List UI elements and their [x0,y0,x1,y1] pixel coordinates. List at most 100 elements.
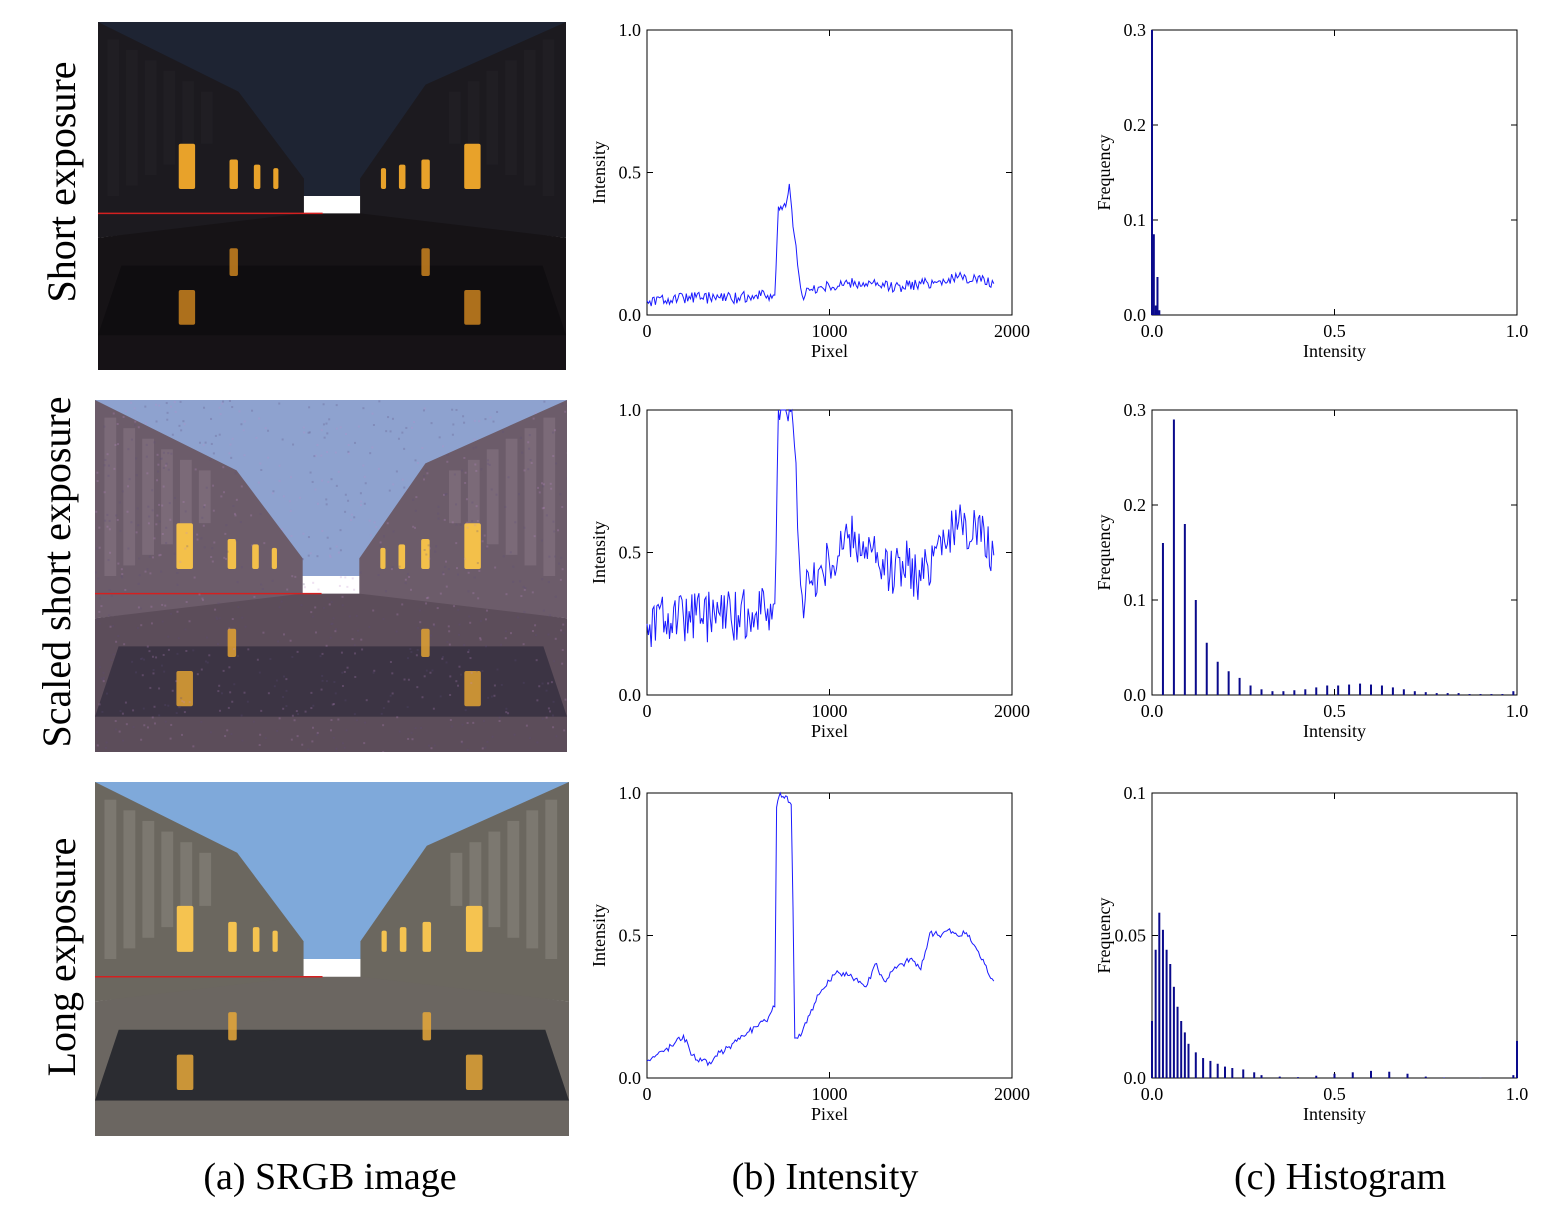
histogram-bar [1490,694,1493,695]
photo-long-exposure [95,782,569,1136]
plot-frame [646,29,1013,316]
histogram-bar [1413,691,1416,695]
histogram-bar [1158,912,1161,1078]
histogram-bar [1333,1073,1336,1078]
histogram-bar [1187,1043,1190,1078]
histogram-bar [1249,685,1252,695]
y-axis-label: Intensity [589,904,609,967]
histogram-bar [1402,689,1405,695]
histogram-bar [1359,683,1362,695]
photo-scaled-short-exposure [95,400,567,752]
histogram-bar [1205,642,1208,695]
histogram-bar [1161,929,1164,1078]
x-tick-label: 0.0 [1141,1084,1164,1104]
histogram-bar [1260,1075,1263,1078]
histogram-bar [1253,1072,1256,1078]
histogram-bar [1304,689,1307,695]
x-tick-label: 1000 [812,321,848,341]
x-axis-label: Intensity [1303,341,1366,361]
intensity-chart-short: 0.0 0.5 1.0 0 1000 2000 Pixel Intensity [589,20,1030,361]
histogram-bar [1443,1077,1445,1078]
histogram-bar [1152,234,1155,315]
histogram-bar [1209,1060,1212,1078]
histogram-bar [1370,1070,1372,1078]
histogram-chart-short: 0.0 0.1 0.2 0.3 0.0 0.5 1.0 Intensity Frequency [1094,20,1528,361]
row-label-scaled: Scaled short exposure [34,396,79,748]
y-tick-label: 0.0 [619,305,642,325]
histogram-bar [1227,671,1230,695]
x-axis-label: Pixel [811,1104,848,1124]
caption-srgb-image: (a) SRGB image [203,1156,457,1198]
histogram-bar [1424,1076,1427,1078]
histogram-bar [1271,691,1274,695]
histogram-bar [1406,1073,1409,1078]
y-tick-label: 0.5 [619,163,642,183]
histogram-bar [1154,305,1157,315]
histogram-bar [1224,1066,1226,1078]
histogram-bar [1231,1068,1234,1078]
plot-frame [646,409,1013,696]
histogram-bar [1172,419,1175,695]
intensity-line [646,791,995,1067]
x-tick-label: 0.5 [1323,1084,1346,1104]
histogram-bar [1169,964,1172,1078]
x-axis-label: Intensity [1303,721,1366,741]
intensity-chart-scaled: 0.0 0.5 1.0 0 1000 2000 Pixel Intensity [589,400,1030,741]
histogram-bar [1278,1076,1281,1078]
x-tick-label: 2000 [994,701,1030,721]
histogram-bar [1516,1040,1518,1078]
row-label-long: Long exposure [39,837,84,1077]
histogram-bar [1435,693,1438,695]
y-tick-label: 1.0 [619,783,642,803]
x-axis-label: Pixel [811,341,848,361]
y-tick-label: 0.3 [1124,20,1147,40]
row-label-short: Short exposure [39,61,84,303]
y-axis-label: Frequency [1094,898,1114,974]
histogram-bar [1151,30,1153,315]
y-tick-label: 1.0 [619,20,642,40]
x-tick-label: 0.0 [1141,701,1164,721]
histogram-bar [1424,692,1427,695]
histogram-bar [1151,1021,1153,1078]
y-tick-label: 0.2 [1124,495,1147,515]
histogram-bar [1351,1072,1354,1078]
x-tick-label: 0.0 [1141,321,1164,341]
histogram-bar [1172,986,1175,1078]
y-tick-label: 0.1 [1124,783,1147,803]
y-axis-label: Intensity [589,141,609,204]
caption-histogram: (c) Histogram [1233,1156,1447,1198]
x-tick-label: 2000 [994,1084,1030,1104]
histogram-bar [1154,949,1157,1078]
y-tick-label: 0.5 [619,543,642,563]
y-tick-label: 0.5 [619,926,642,946]
x-tick-label: 0 [643,321,652,341]
y-tick-label: 0.3 [1124,400,1147,420]
histogram-bar [1388,1071,1391,1078]
y-tick-label: 0.0 [1124,305,1147,325]
histogram-bar [1180,1021,1183,1078]
y-tick-label: 0.05 [1115,926,1147,946]
x-axis-label: Pixel [811,721,848,741]
y-tick-label: 0.1 [1124,210,1147,230]
histogram-bar [1194,1052,1197,1078]
histogram-bar [1468,694,1471,695]
intensity-line [646,183,995,307]
histogram-chart-scaled: 0.0 0.1 0.2 0.3 0.0 0.5 1.0 Intensity Frequency [1094,400,1528,741]
x-tick-label: 0 [643,1084,652,1104]
histogram-bar [1216,661,1219,695]
y-tick-label: 0.1 [1124,590,1147,610]
histogram-bar [1512,691,1515,695]
y-tick-label: 0.0 [619,1068,642,1088]
photo-short-exposure [98,22,566,370]
histogram-bar [1348,684,1351,695]
y-tick-label: 0.0 [1124,1068,1147,1088]
histogram-bar [1446,693,1449,695]
histogram-bar [1315,687,1318,695]
plot-frame [1151,29,1518,316]
x-tick-label: 0 [643,701,652,721]
histogram-bar [1501,694,1504,695]
histogram-bar [1161,543,1164,695]
histogram-bar [1282,691,1285,695]
histogram-bar [1391,687,1394,695]
histogram-bar [1242,1069,1245,1078]
